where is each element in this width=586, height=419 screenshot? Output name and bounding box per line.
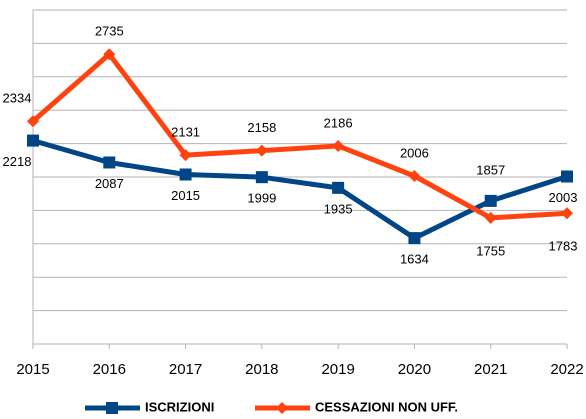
marker xyxy=(484,194,497,207)
marker xyxy=(408,169,421,182)
x-tick-label: 2015 xyxy=(16,361,49,378)
legend-label: ISCRIZIONI xyxy=(145,399,214,414)
data-label: 2131 xyxy=(171,125,200,140)
data-label: 2003 xyxy=(549,190,578,205)
data-label: 1783 xyxy=(549,239,578,254)
data-label: 1935 xyxy=(324,201,353,216)
x-tick-label: 2019 xyxy=(321,361,354,378)
x-tick-label: 2017 xyxy=(169,361,202,378)
data-label: 2218 xyxy=(3,154,32,169)
data-label: 2015 xyxy=(171,188,200,203)
series-line xyxy=(31,51,568,221)
data-label: 2186 xyxy=(324,115,353,130)
legend-marker xyxy=(106,402,118,414)
marker xyxy=(561,170,573,183)
marker xyxy=(561,207,573,220)
data-label: 2735 xyxy=(95,24,124,39)
marker xyxy=(103,48,116,61)
marker xyxy=(179,149,192,162)
marker xyxy=(484,211,497,224)
legend-marker xyxy=(276,402,288,414)
x-tick-label: 2020 xyxy=(398,361,431,378)
data-label: 1857 xyxy=(476,162,505,177)
data-label: 2158 xyxy=(247,120,276,135)
marker xyxy=(332,139,345,152)
marker xyxy=(408,232,421,245)
data-label: 1999 xyxy=(247,191,276,206)
marker xyxy=(103,156,116,169)
marker xyxy=(255,144,268,157)
x-tick-label: 2021 xyxy=(474,361,507,378)
data-label: 1634 xyxy=(400,252,429,267)
legend-label: CESSAZIONI NON UFF. xyxy=(315,399,458,414)
x-tick-label: 2022 xyxy=(550,361,583,378)
marker xyxy=(27,134,39,147)
series-line xyxy=(32,138,568,241)
data-label: 2006 xyxy=(400,145,429,160)
x-tick-label: 2018 xyxy=(245,361,278,378)
marker xyxy=(332,181,345,194)
data-label: 2334 xyxy=(3,91,32,106)
marker xyxy=(179,168,192,181)
marker xyxy=(255,171,268,184)
data-label: 1755 xyxy=(476,243,505,258)
x-tick-label: 2016 xyxy=(93,361,126,378)
data-label: 2087 xyxy=(95,176,124,191)
marker xyxy=(27,115,39,128)
